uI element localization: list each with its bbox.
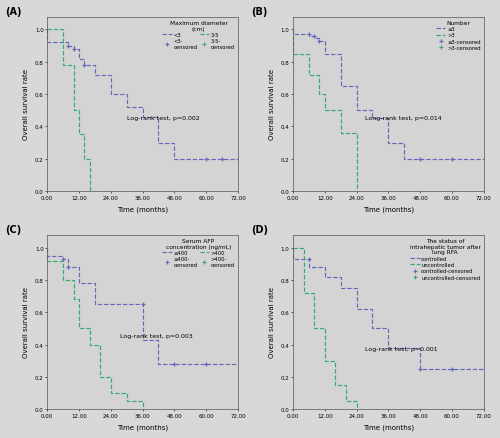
- Legend: ≤400, ≤400-
censored, >400, >400-
censored: ≤400, ≤400- censored, >400, >400- censor…: [162, 238, 236, 268]
- Text: (C): (C): [5, 225, 21, 235]
- Y-axis label: Overall survival rate: Overall survival rate: [24, 287, 30, 357]
- Text: (A): (A): [5, 7, 21, 17]
- Text: Log-rank test, p=0.003: Log-rank test, p=0.003: [120, 334, 192, 339]
- Y-axis label: Overall survival rate: Overall survival rate: [24, 69, 30, 140]
- Text: Long-rank test, p=0.014: Long-rank test, p=0.014: [366, 116, 442, 121]
- Text: Log-rank test, p=0.002: Log-rank test, p=0.002: [128, 116, 200, 121]
- Text: (B): (B): [251, 7, 268, 17]
- Text: (D): (D): [251, 225, 268, 235]
- Y-axis label: Overall survival rate: Overall survival rate: [269, 287, 275, 357]
- X-axis label: Time (months): Time (months): [117, 423, 168, 430]
- Legend: <3, <3-
censored, 3-5, 3-5-
censored: <3, <3- censored, 3-5, 3-5- censored: [162, 20, 236, 50]
- Text: Log-rank test, p=0.001: Log-rank test, p=0.001: [366, 346, 438, 351]
- X-axis label: Time (months): Time (months): [117, 205, 168, 212]
- Legend: controlled, uncontrolled, controlled-censored, uncontrolled-censored: controlled, uncontrolled, controlled-cen…: [409, 238, 481, 281]
- Legend: ≤3, >3, ≤3-censored, >3-censored: ≤3, >3, ≤3-censored, >3-censored: [436, 20, 481, 51]
- Y-axis label: Overall survival rate: Overall survival rate: [269, 69, 275, 140]
- X-axis label: Time (months): Time (months): [363, 423, 414, 430]
- X-axis label: Time (months): Time (months): [363, 205, 414, 212]
